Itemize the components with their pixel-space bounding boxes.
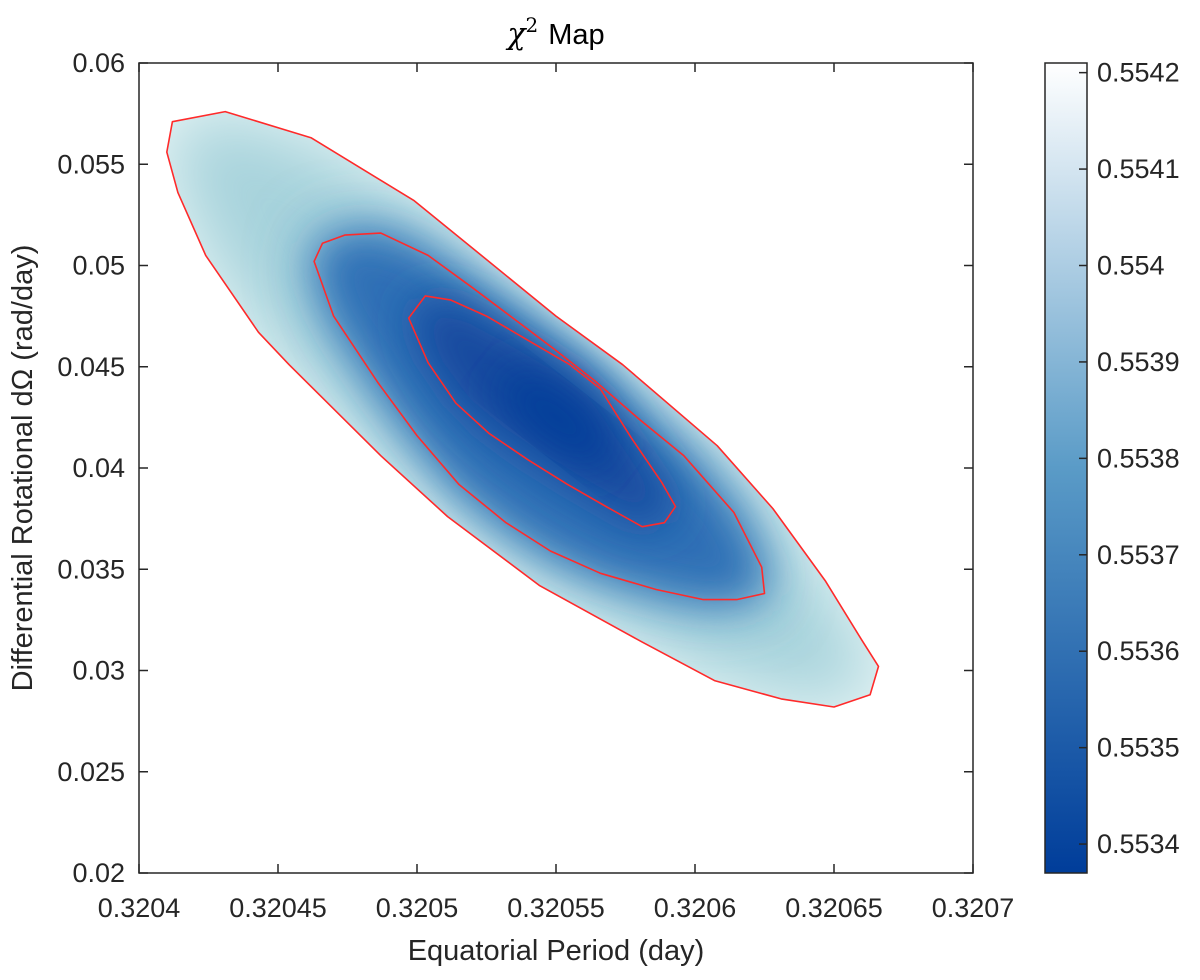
title-symbol: χ xyxy=(505,17,527,52)
y-tick-label: 0.035 xyxy=(57,554,125,584)
x-tick-label: 0.3206 xyxy=(654,893,737,923)
colorbar-axis: 0.5534 0.5535 0.5536 0.5537 0.5538 0.5539 0.55… xyxy=(1079,58,1180,859)
x-tick-label: 0.32045 xyxy=(229,893,327,923)
confidence-contours xyxy=(166,110,880,708)
title-rest: Map xyxy=(548,19,604,51)
title-superscript: 2 xyxy=(526,13,539,37)
y-tick-label: 0.05 xyxy=(72,251,125,281)
x-tick-label: 0.3207 xyxy=(932,893,1015,923)
y-tick-label: 0.03 xyxy=(72,656,125,686)
x-tick-label: 0.32065 xyxy=(785,893,883,923)
y-tick-label: 0.025 xyxy=(57,757,125,787)
chi2-heatmap xyxy=(166,111,879,708)
heatmap-minimum-core xyxy=(498,369,614,466)
colorbar-tick-label: 0.5537 xyxy=(1097,540,1180,570)
colorbar-tick-label: 0.5541 xyxy=(1097,154,1180,184)
colorbar-tick-label: 0.5539 xyxy=(1097,347,1180,377)
y-tick-label: 0.02 xyxy=(72,858,125,888)
colorbar-tick-label: 0.5535 xyxy=(1097,733,1180,763)
y-axis: 0.02 0.025 0.03 0.035 0.04 0.045 0.05 0.055 0.06 xyxy=(57,48,973,888)
contour-outer xyxy=(166,110,880,708)
x-tick-label: 0.32055 xyxy=(507,893,605,923)
colorbar-tick-label: 0.5542 xyxy=(1097,58,1180,88)
y-axis-label: Differential Rotational dΩ (rad/day) xyxy=(7,245,39,692)
x-axis-label: Equatorial Period (day) xyxy=(408,935,705,967)
x-axis: 0.3204 0.32045 0.3205 0.32055 0.3206 0.32065 0… xyxy=(98,63,1015,923)
colorbar-tick-label: 0.554 xyxy=(1097,251,1165,281)
colorbar-tick-label: 0.5538 xyxy=(1097,443,1180,473)
y-tick-label: 0.045 xyxy=(57,352,125,382)
colorbar-tick-label: 0.5534 xyxy=(1097,829,1180,859)
y-tick-label: 0.055 xyxy=(57,149,125,179)
x-tick-label: 0.3205 xyxy=(376,893,459,923)
contour-inner xyxy=(407,295,677,528)
x-tick-label: 0.3204 xyxy=(98,893,181,923)
y-tick-label: 0.04 xyxy=(72,453,125,483)
y-tick-label: 0.06 xyxy=(72,48,125,78)
colorbar xyxy=(1044,62,1088,874)
colorbar-tick-label: 0.5536 xyxy=(1097,636,1180,666)
chart-title: χ2 Map xyxy=(505,13,604,52)
contour-middle xyxy=(313,232,766,601)
